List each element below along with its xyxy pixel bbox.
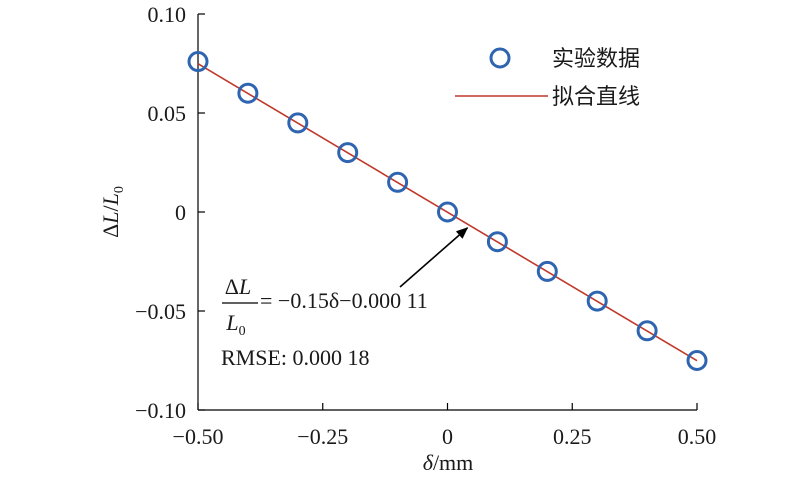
- y-axis-title-l: L: [98, 211, 123, 224]
- y-axis-title-delta: Δ: [98, 224, 123, 238]
- data-point: [636, 320, 658, 342]
- equation-denominator: L0: [225, 310, 245, 339]
- legend-marker-experimental: [489, 47, 511, 69]
- equation-numerator: ΔL: [225, 274, 251, 299]
- data-point: [387, 171, 409, 193]
- data-point: [686, 350, 708, 371]
- data-point: [287, 112, 309, 134]
- x-axis-title-symbol: δ: [423, 450, 434, 475]
- y-axis-title-subscript: 0: [112, 186, 127, 193]
- y-tick-label: 0.05: [148, 101, 187, 126]
- annotation-arrow: [399, 227, 469, 288]
- fit-line: [197, 63, 698, 362]
- legend: 实验数据 拟合直线: [455, 47, 640, 110]
- y-tick-label: −0.10: [135, 398, 186, 423]
- equation-rhs: = −0.15δ−0.000 11: [260, 288, 428, 313]
- y-tick-label: 0: [175, 200, 186, 225]
- legend-label-fit: 拟合直线: [552, 85, 640, 110]
- y-tick-label: 0.10: [148, 2, 187, 27]
- x-tick-label: 0.50: [678, 424, 717, 449]
- x-tick-label: −0.50: [173, 424, 224, 449]
- data-point: [337, 142, 359, 164]
- data-point: [237, 82, 259, 104]
- data-point: [586, 290, 608, 312]
- y-axis-title: ΔL/L0: [98, 186, 127, 238]
- data-points-layer: [187, 51, 708, 371]
- data-point: [486, 231, 508, 253]
- x-axis-title-unit: /mm: [433, 450, 473, 475]
- x-tick-label: −0.25: [297, 424, 348, 449]
- y-axis-title-l0: L: [98, 193, 123, 206]
- legend-label-experimental: 实验数据: [552, 47, 640, 72]
- x-axis-title: δ/mm: [423, 450, 474, 475]
- data-point: [187, 51, 209, 73]
- x-tick-label: 0.25: [553, 424, 592, 449]
- rmse-label: RMSE: 0.000 18: [221, 345, 370, 370]
- x-tick-label: 0: [442, 424, 453, 449]
- y-ticks: 0.10 0.05 0 −0.05 −0.10: [135, 2, 205, 423]
- data-point: [536, 260, 558, 282]
- y-axis-title-slash: /: [98, 204, 123, 211]
- data-point: [437, 201, 458, 223]
- x-ticks: −0.50 −0.25 0 0.25 0.50: [173, 403, 717, 449]
- y-tick-label: −0.05: [135, 299, 186, 324]
- fit-equation-annotation: ΔL L0 = −0.15δ−0.000 11 RMSE: 0.000 18: [221, 227, 469, 370]
- fit-line-layer: [197, 63, 698, 362]
